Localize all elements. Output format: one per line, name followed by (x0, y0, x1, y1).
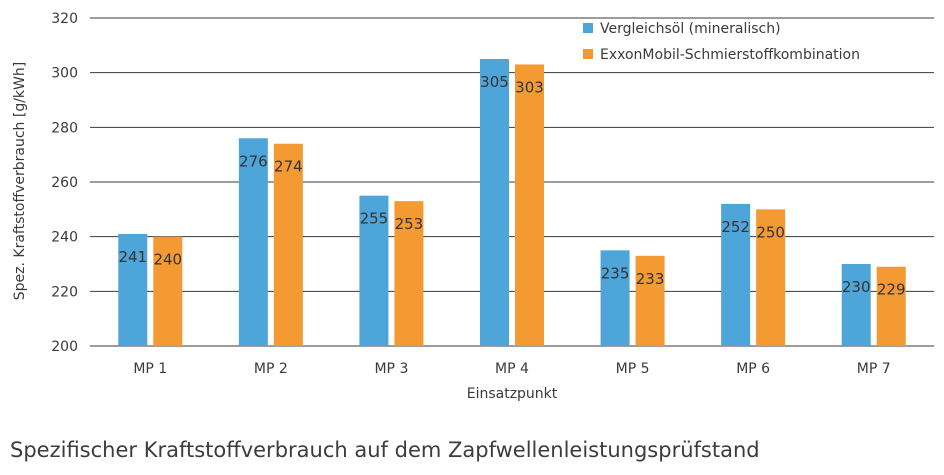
data-label: 276 (239, 152, 268, 170)
data-label: 229 (877, 281, 906, 299)
data-label: 230 (842, 278, 871, 296)
bar-reference-4 (480, 59, 509, 346)
data-label: 235 (601, 264, 630, 282)
legend-swatch (583, 23, 593, 33)
data-label: 253 (395, 215, 424, 233)
bar-reference-1 (118, 233, 148, 346)
bar-exxonmobil-6 (756, 209, 786, 346)
data-label: 233 (636, 270, 665, 288)
y-tick-label: 220 (51, 284, 78, 300)
data-label: 252 (721, 218, 750, 236)
data-label: 305 (480, 73, 509, 91)
bar-reference-5 (600, 250, 630, 346)
data-label: 303 (515, 78, 544, 96)
x-tick-label: MP 3 (374, 361, 408, 377)
legend: Vergleichsöl (mineralisch) ExxonMobil-Sch… (583, 21, 860, 63)
y-tick-label: 280 (51, 120, 78, 136)
x-tick-label: MP 4 (495, 361, 529, 377)
bar-exxonmobil-4 (515, 64, 544, 346)
x-tick-label: MP 1 (133, 361, 167, 377)
bar-exxonmobil-5 (635, 255, 665, 346)
data-label: 250 (756, 223, 785, 241)
legend-label: Vergleichsöl (mineralisch) (600, 21, 781, 37)
bar-chart: 200 220 240 260 280 300 320 241 240 276 274 255 253… (12, 11, 934, 402)
bar-exxonmobil-3 (394, 201, 424, 346)
bar-reference-7 (841, 264, 871, 346)
y-axis-title: Spez. Kraftstoffverbrauch [g/kWh] (12, 62, 28, 300)
x-axis-title: Einsatzpunkt (467, 386, 558, 402)
bar-exxonmobil-2 (273, 143, 303, 346)
x-tick-label: MP 5 (616, 361, 650, 377)
data-label: 255 (360, 210, 389, 228)
y-tick-label: 260 (51, 175, 78, 191)
y-tick-label: 240 (51, 230, 78, 246)
figure-caption: Spezifischer Kraftstoffverbrauch auf dem… (10, 438, 760, 462)
bar-reference-3 (359, 195, 389, 346)
data-label: 241 (118, 248, 147, 266)
x-axis-categories: MP 1 MP 2 MP 3 MP 4 MP 5 MP 6 MP 7 (133, 361, 890, 377)
x-tick-label: MP 6 (736, 361, 770, 377)
bar-exxonmobil-1 (153, 236, 183, 346)
bars (118, 59, 906, 346)
data-label: 274 (274, 158, 303, 176)
data-label: 240 (153, 251, 182, 269)
bar-reference-6 (721, 203, 751, 346)
x-tick-label: MP 2 (254, 361, 288, 377)
legend-label: ExxonMobil-Schmierstoffkombination (600, 47, 860, 63)
bar-reference-2 (238, 138, 268, 346)
legend-swatch (583, 49, 593, 59)
y-tick-label: 200 (51, 339, 78, 355)
y-tick-label: 300 (51, 66, 78, 82)
y-tick-label: 320 (51, 11, 78, 27)
gridlines (90, 17, 934, 347)
bar-exxonmobil-7 (876, 266, 906, 346)
y-axis-ticks: 200 220 240 260 280 300 320 (51, 11, 78, 355)
data-labels: 241 240 276 274 255 253 305 303 235 233 252 250 230 2… (118, 73, 905, 299)
x-tick-label: MP 7 (857, 361, 891, 377)
